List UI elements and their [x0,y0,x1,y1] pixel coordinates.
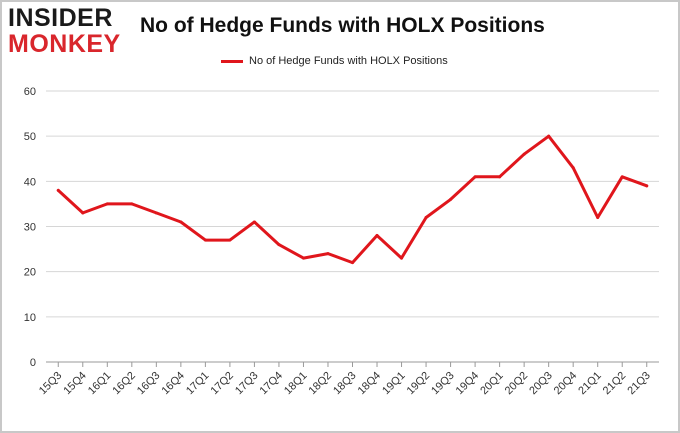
y-axis-ticks: 0 10 20 30 40 50 60 [24,86,36,369]
x-tick-label-17Q3: 17Q3 [233,370,261,398]
x-tick-label-20Q3: 20Q3 [527,370,555,398]
x-tick-label-17Q2: 17Q2 [208,370,236,398]
x-tick-label-16Q2: 16Q2 [110,370,138,398]
y-tick-label-20: 20 [24,267,36,279]
x-tick-label-19Q4: 19Q4 [454,370,482,398]
series-line-0 [56,134,649,265]
x-tick-label-17Q4: 17Q4 [258,370,286,398]
data-point-17Q4 [277,243,281,247]
logo-line-1: INSIDER [8,4,113,32]
data-point-16Q4 [179,220,183,224]
insider-monkey-logo: INSIDER MONKEY [8,4,128,58]
y-tick-label-60: 60 [24,86,36,98]
data-point-19Q1 [400,256,404,260]
data-point-17Q1 [203,238,207,242]
chart-title: No of Hedge Funds with HOLX Positions [140,14,545,37]
x-tick-label-20Q1: 20Q1 [478,370,506,398]
data-point-20Q3 [547,134,551,138]
y-tick-label-10: 10 [24,312,36,324]
x-tick-label-20Q2: 20Q2 [503,370,531,398]
x-tick-label-21Q3: 21Q3 [625,370,653,398]
y-tick-label-30: 30 [24,222,36,234]
x-tick-label-17Q1: 17Q1 [184,370,212,398]
legend-swatch [221,59,243,63]
y-tick-label-50: 50 [24,131,36,143]
x-tick-label-18Q2: 18Q2 [307,370,335,398]
x-tick-label-19Q1: 19Q1 [380,370,408,398]
chart-legend: No of Hedge Funds with HOLX Positions [221,55,448,67]
data-point-21Q1 [596,215,600,219]
data-point-18Q3 [351,261,354,265]
data-point-19Q4 [473,175,477,179]
data-point-21Q2 [620,175,624,179]
x-tick-label-21Q2: 21Q2 [601,370,629,398]
legend-label: No of Hedge Funds with HOLX Positions [249,55,448,67]
grid-lines [46,90,659,363]
x-tick-label-21Q1: 21Q1 [576,370,604,398]
logo-line-2: MONKEY [8,30,121,58]
x-tick-label-18Q4: 18Q4 [356,370,384,398]
data-point-18Q1 [301,256,305,260]
x-tick-label-20Q4: 20Q4 [552,370,580,398]
data-point-15Q3 [56,188,60,192]
data-point-18Q2 [326,252,330,256]
y-tick-label-40: 40 [24,176,36,188]
data-point-16Q1 [105,202,109,206]
data-point-17Q3 [252,220,256,224]
x-tick-label-18Q3: 18Q3 [331,370,359,398]
x-tick-label-16Q1: 16Q1 [86,370,114,398]
data-point-20Q1 [498,175,502,179]
x-axis-ticks: 15Q315Q416Q116Q216Q316Q417Q117Q217Q317Q4… [37,362,653,397]
series-layer [56,134,649,265]
data-point-16Q2 [130,202,134,206]
data-point-15Q4 [81,211,85,215]
x-tick-label-16Q3: 16Q3 [135,370,163,398]
data-point-19Q3 [449,197,453,201]
data-point-18Q4 [375,234,379,238]
x-tick-label-19Q3: 19Q3 [429,370,457,398]
data-point-16Q3 [154,211,158,215]
x-tick-label-16Q4: 16Q4 [159,370,187,398]
y-tick-label-0: 0 [30,357,36,369]
data-point-17Q2 [228,238,232,242]
data-point-20Q2 [522,152,526,156]
data-point-21Q3 [645,184,649,188]
x-tick-label-15Q4: 15Q4 [61,370,89,398]
data-point-19Q2 [424,215,428,219]
x-tick-label-18Q1: 18Q1 [282,370,310,398]
x-tick-label-15Q3: 15Q3 [37,370,65,398]
x-tick-label-19Q2: 19Q2 [405,370,433,398]
data-point-20Q4 [571,166,575,170]
